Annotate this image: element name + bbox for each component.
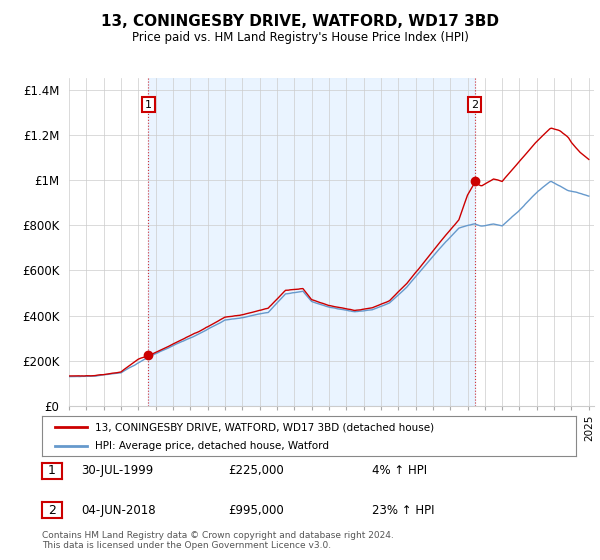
Text: HPI: Average price, detached house, Watford: HPI: Average price, detached house, Watf… <box>95 441 329 451</box>
Text: 2: 2 <box>471 100 478 110</box>
Text: 13, CONINGESBY DRIVE, WATFORD, WD17 3BD: 13, CONINGESBY DRIVE, WATFORD, WD17 3BD <box>101 14 499 29</box>
Text: £995,000: £995,000 <box>228 503 284 517</box>
Text: 2: 2 <box>48 503 56 517</box>
Text: 30-JUL-1999: 30-JUL-1999 <box>81 464 153 478</box>
Text: Price paid vs. HM Land Registry's House Price Index (HPI): Price paid vs. HM Land Registry's House … <box>131 31 469 44</box>
Text: 23% ↑ HPI: 23% ↑ HPI <box>372 503 434 517</box>
Text: 4% ↑ HPI: 4% ↑ HPI <box>372 464 427 478</box>
Text: 04-JUN-2018: 04-JUN-2018 <box>81 503 155 517</box>
Text: £225,000: £225,000 <box>228 464 284 478</box>
Text: Contains HM Land Registry data © Crown copyright and database right 2024.
This d: Contains HM Land Registry data © Crown c… <box>42 531 394 550</box>
Bar <box>148 78 475 406</box>
Text: 1: 1 <box>48 464 56 478</box>
Text: 13, CONINGESBY DRIVE, WATFORD, WD17 3BD (detached house): 13, CONINGESBY DRIVE, WATFORD, WD17 3BD … <box>95 422 434 432</box>
Text: 1: 1 <box>145 100 152 110</box>
